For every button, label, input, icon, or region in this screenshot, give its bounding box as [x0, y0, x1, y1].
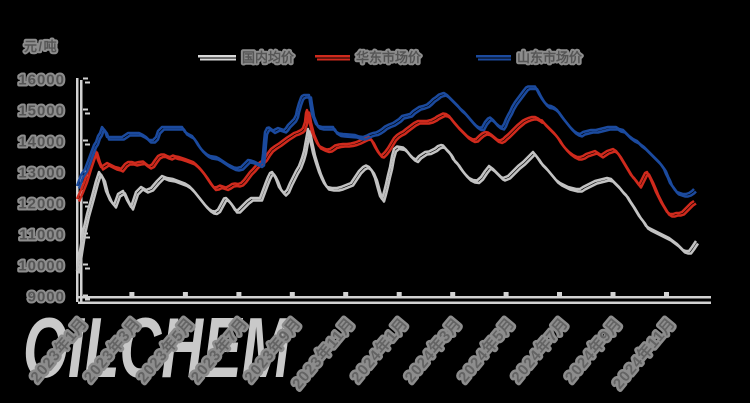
svg-text:华东市场价: 华东市场价: [356, 50, 422, 65]
svg-text:9000: 9000: [28, 289, 65, 306]
svg-text:15000: 15000: [18, 103, 65, 120]
svg-text:11000: 11000: [19, 227, 65, 244]
svg-text:13000: 13000: [18, 165, 65, 182]
svg-text:14000: 14000: [18, 134, 65, 151]
svg-text:10000: 10000: [18, 258, 65, 275]
svg-text:OILCHEM: OILCHEM: [23, 301, 291, 396]
svg-text:山东市场价: 山东市场价: [517, 50, 583, 65]
svg-text:12000: 12000: [18, 196, 65, 213]
svg-text:国内均价: 国内均价: [242, 50, 295, 65]
svg-text:元/吨: 元/吨: [24, 39, 58, 54]
svg-text:16000: 16000: [18, 72, 65, 89]
